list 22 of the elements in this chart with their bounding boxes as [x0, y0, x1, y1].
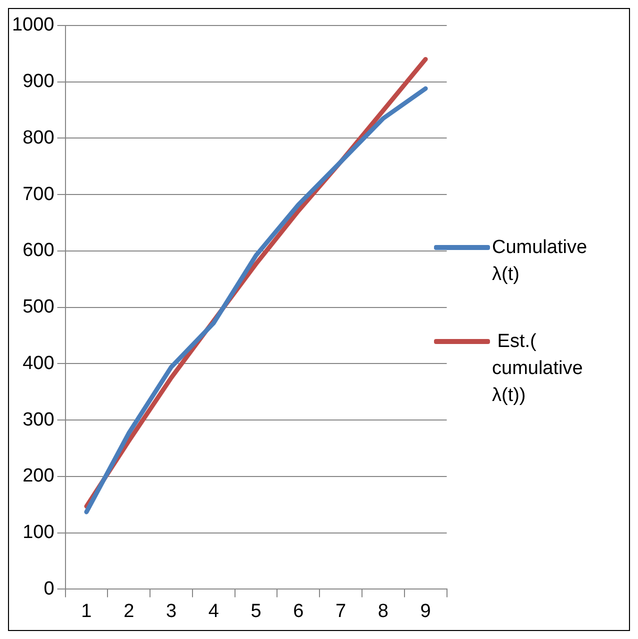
y-tick-label: 200 — [22, 466, 54, 487]
legend-label: Cumulative λ(t) — [492, 236, 588, 287]
x-tick-label: 4 — [208, 600, 220, 622]
x-tick-label: 5 — [250, 600, 262, 622]
legend-label: Est.( cumulative λ(t)) — [492, 330, 583, 408]
y-tick-label: 800 — [22, 127, 54, 148]
x-tick-label: 8 — [378, 600, 388, 622]
x-tick-label: 7 — [335, 600, 346, 622]
y-tick-label: 300 — [22, 409, 54, 430]
x-tick-label: 6 — [293, 600, 304, 622]
x-tick-label: 9 — [420, 600, 431, 622]
x-tick-label: 3 — [166, 600, 177, 622]
x-tick-label: 2 — [124, 600, 134, 622]
y-tick-label: 100 — [22, 522, 54, 544]
y-tick-label: 700 — [22, 184, 54, 205]
y-tick-label: 400 — [22, 352, 54, 374]
y-tick-label: 900 — [22, 71, 54, 92]
y-tick-label: 1000 — [12, 14, 54, 36]
y-tick-label: 600 — [22, 240, 54, 262]
x-tick-label: 1 — [81, 600, 92, 622]
y-tick-label: 0 — [44, 578, 54, 600]
y-tick-label: 500 — [22, 296, 54, 318]
